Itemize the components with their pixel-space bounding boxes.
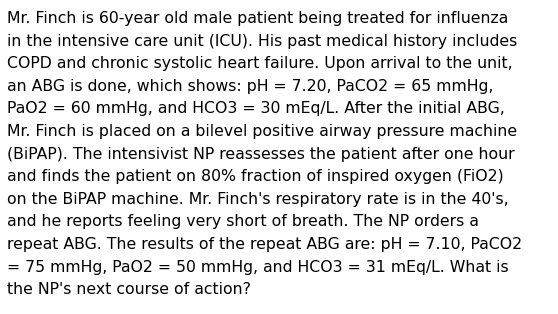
Text: an ABG is done, which shows: pH = 7.20, PaCO2 = 65 mmHg,: an ABG is done, which shows: pH = 7.20, … xyxy=(7,79,494,94)
Text: Mr. Finch is placed on a bilevel positive airway pressure machine: Mr. Finch is placed on a bilevel positiv… xyxy=(7,124,517,139)
Text: (BiPAP). The intensivist NP reassesses the patient after one hour: (BiPAP). The intensivist NP reassesses t… xyxy=(7,147,515,162)
Text: and finds the patient on 80% fraction of inspired oxygen (FiO2): and finds the patient on 80% fraction of… xyxy=(7,169,504,184)
Text: = 75 mmHg, PaO2 = 50 mmHg, and HCO3 = 31 mEq/L. What is: = 75 mmHg, PaO2 = 50 mmHg, and HCO3 = 31… xyxy=(7,260,509,275)
Text: COPD and chronic systolic heart failure. Upon arrival to the unit,: COPD and chronic systolic heart failure.… xyxy=(7,56,513,71)
Text: repeat ABG. The results of the repeat ABG are: pH = 7.10, PaCO2: repeat ABG. The results of the repeat AB… xyxy=(7,237,522,252)
Text: and he reports feeling very short of breath. The NP orders a: and he reports feeling very short of bre… xyxy=(7,214,479,230)
Text: Mr. Finch is 60-year old male patient being treated for influenza: Mr. Finch is 60-year old male patient be… xyxy=(7,11,508,26)
Text: in the intensive care unit (ICU). His past medical history includes: in the intensive care unit (ICU). His pa… xyxy=(7,34,517,49)
Text: on the BiPAP machine. Mr. Finch's respiratory rate is in the 40's,: on the BiPAP machine. Mr. Finch's respir… xyxy=(7,192,509,207)
Text: the NP's next course of action?: the NP's next course of action? xyxy=(7,282,251,297)
Text: PaO2 = 60 mmHg, and HCO3 = 30 mEq/L. After the initial ABG,: PaO2 = 60 mmHg, and HCO3 = 30 mEq/L. Aft… xyxy=(7,101,505,116)
